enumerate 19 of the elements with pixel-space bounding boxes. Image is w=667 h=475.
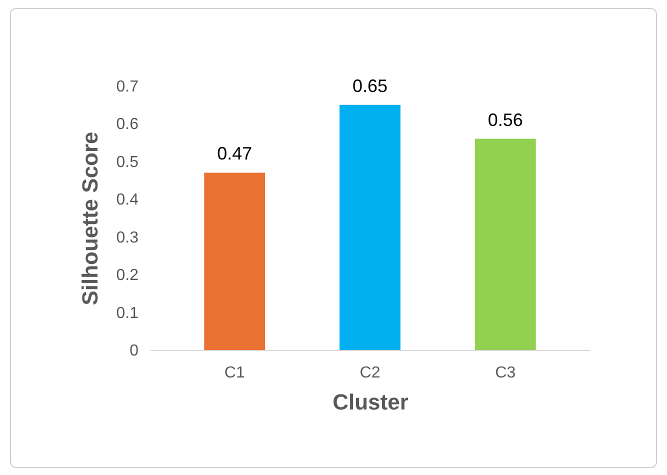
y-tick-label: 0: [130, 342, 139, 360]
x-tick-label: C2: [360, 364, 380, 382]
y-tick-label: 0.3: [116, 229, 139, 246]
bar: [474, 138, 536, 350]
bar: [204, 172, 266, 350]
data-label: 0.47: [217, 144, 252, 164]
bar: [340, 104, 400, 350]
y-tick-label: 0.4: [116, 192, 139, 209]
x-tick-label: C3: [495, 364, 516, 382]
data-label: 0.56: [488, 110, 523, 130]
data-label: 0.65: [352, 76, 388, 96]
y-tick-label: 0.2: [116, 267, 139, 284]
y-axis-title: Silhouette Score: [77, 132, 102, 306]
y-tick-label: 0.1: [116, 304, 139, 322]
y-tick-label: 0.6: [116, 116, 139, 134]
x-tick-label: C1: [224, 364, 245, 382]
y-tick-label: 0.7: [116, 78, 139, 96]
x-axis-title: Cluster: [332, 390, 409, 414]
y-tick-label: 0.5: [116, 154, 139, 171]
